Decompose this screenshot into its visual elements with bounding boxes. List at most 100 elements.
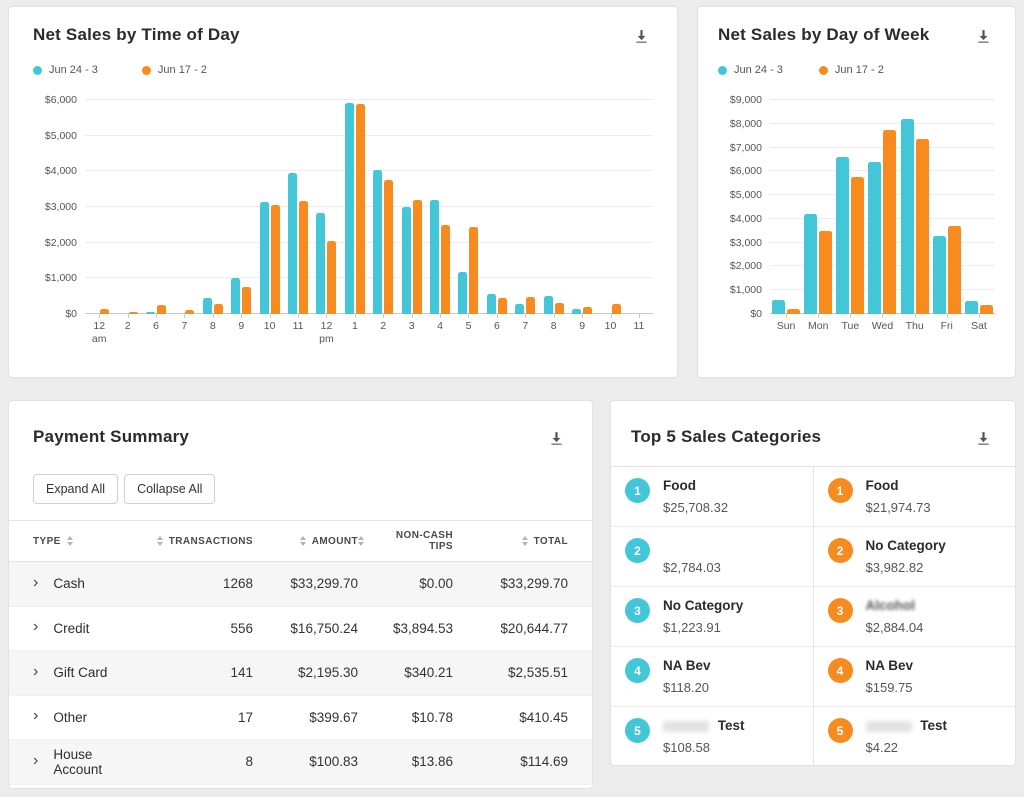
column-header-transactions[interactable]: TRANSACTIONS <box>143 536 253 547</box>
gridline: $0 <box>65 308 653 320</box>
download-button[interactable] <box>545 427 568 450</box>
category-item: 3 No Category $1,223.91 <box>611 587 813 647</box>
y-axis-label: $5,000 <box>729 189 762 202</box>
bar-group <box>899 119 931 314</box>
category-amount: $159.75 <box>865 680 913 695</box>
category-amount: $3,982.82 <box>865 560 924 575</box>
y-axis-label: $9,000 <box>729 94 762 106</box>
table-row[interactable]: › Gift Card 141 $2,195.30 $340.21 $2,535.51 <box>9 651 592 696</box>
bar-series-1 <box>964 300 978 314</box>
bar-series-1 <box>868 161 882 314</box>
x-axis-label: 12 pm <box>312 314 340 346</box>
download-icon <box>978 432 989 445</box>
table-row[interactable]: › Other 17 $399.67 $10.78 $410.45 <box>9 696 592 740</box>
category-amount: $25,708.32 <box>663 500 729 515</box>
expand-chevron-icon[interactable]: › <box>33 618 39 636</box>
x-axis-label: 12 am <box>85 314 113 346</box>
x-axis-label: 3 <box>397 314 425 346</box>
categories-column-left: 1 Food $25,708.32 2 $2,784.03 3 No Category $1,… <box>611 467 814 767</box>
bar-series-2 <box>270 205 280 314</box>
bar-series-2 <box>979 304 993 314</box>
x-axis-label: 10 <box>255 314 283 346</box>
sort-icon[interactable] <box>521 536 528 546</box>
table-cell: 8 <box>245 754 253 770</box>
legend-item-series2[interactable]: Jun 17 - 2 <box>818 64 884 76</box>
payment-table-header: TYPE TRANSACTIONS AMOUNT NON-CASH TIPS TOTAL <box>9 520 592 562</box>
collapse-all-button[interactable]: Collapse All <box>124 474 216 504</box>
download-button[interactable] <box>972 427 995 450</box>
bar-series-2 <box>497 297 507 314</box>
sort-up-icon <box>358 536 364 540</box>
legend-item-series2[interactable]: Jun 17 - 2 <box>141 64 207 76</box>
table-row[interactable]: › Cash 1268 $33,299.70 $0.00 $33,299.70 <box>9 562 592 607</box>
rank-badge: 4 <box>625 658 650 683</box>
expand-chevron-icon[interactable]: › <box>33 662 39 680</box>
column-header-total[interactable]: TOTAL <box>453 536 568 547</box>
expand-all-button[interactable]: Expand All <box>33 474 119 504</box>
bar-group <box>454 226 482 314</box>
category-item: 4 NA Bev $159.75 <box>813 647 1015 707</box>
sort-down-icon <box>358 542 364 546</box>
bar-series-1 <box>572 309 582 314</box>
column-header-type[interactable]: TYPE <box>33 536 143 547</box>
category-label: No Category <box>865 538 946 553</box>
gridline: $7,000 <box>730 142 995 154</box>
legend-label: Jun 17 - 2 <box>834 64 884 76</box>
table-cell: 556 <box>230 620 253 636</box>
bar-group <box>426 199 454 314</box>
table-cell: 1268 <box>222 576 253 592</box>
bar-group <box>963 300 995 314</box>
bar-series-2 <box>611 304 621 314</box>
gridline: $3,000 <box>45 201 653 213</box>
category-content: NA Bev $118.20 <box>663 657 711 695</box>
download-button[interactable] <box>972 25 995 48</box>
legend-item-series1[interactable]: Jun 24 - 3 <box>33 64 98 76</box>
bar-group <box>312 213 340 314</box>
download-icon <box>636 30 647 43</box>
table-row[interactable]: › Credit 556 $16,750.24 $3,894.53 $20,644.77 <box>9 607 592 651</box>
bar-series-1 <box>344 102 354 314</box>
sort-icon[interactable] <box>358 536 364 546</box>
bar-series-1 <box>458 271 468 314</box>
y-axis-label: $4,000 <box>44 165 77 178</box>
sort-icon[interactable] <box>66 536 73 546</box>
column-header-label: TOTAL <box>533 535 568 547</box>
x-axis-label: 7 <box>511 314 539 346</box>
gridline: $0 <box>750 308 995 320</box>
sort-icon[interactable] <box>156 536 163 546</box>
rank-badge: 3 <box>827 598 853 623</box>
table-row[interactable]: › House Account 8 $100.83 $13.86 $114.69 <box>9 740 592 785</box>
card-header: Payment Summary <box>33 427 568 450</box>
column-header-non-cash-tips[interactable]: NON-CASH TIPS <box>358 530 453 552</box>
column-header-label: TYPE <box>33 535 61 547</box>
expand-chevron-icon[interactable]: › <box>33 573 39 591</box>
download-button[interactable] <box>630 25 653 48</box>
sort-up-icon <box>156 536 163 540</box>
expand-chevron-icon[interactable]: › <box>33 707 39 725</box>
payment-summary-top: Payment Summary Expand All Collapse All <box>9 401 592 504</box>
category-item: 1 Food $21,974.73 <box>813 467 1015 527</box>
bar-series-2 <box>327 240 337 314</box>
download-icon <box>551 432 562 445</box>
column-header-amount[interactable]: AMOUNT <box>253 536 358 547</box>
x-axis-label: 6 <box>142 314 170 346</box>
category-item: 4 NA Bev $118.20 <box>611 647 813 707</box>
bar-series-2 <box>441 224 451 314</box>
legend-item-series1[interactable]: Jun 24 - 3 <box>718 64 783 76</box>
gridline: $1,000 <box>45 272 653 284</box>
bar-series-1 <box>231 278 241 314</box>
bar-groups <box>770 100 995 314</box>
bar-series-2 <box>915 139 929 314</box>
y-axis-label: $3,000 <box>44 201 77 213</box>
x-axis-label: Sat <box>963 314 995 333</box>
x-axis-label: 6 <box>483 314 511 346</box>
sort-icon[interactable] <box>299 536 306 546</box>
expand-chevron-icon[interactable]: › <box>33 751 39 769</box>
table-cell: $410.45 <box>519 709 568 725</box>
bar-group <box>931 226 963 314</box>
category-amount: $1,223.91 <box>663 620 721 635</box>
bar-series-2 <box>554 303 564 314</box>
bar-series-2 <box>412 199 422 314</box>
payment-table-body: › Cash 1268 $33,299.70 $0.00 $33,299.70 › Credi… <box>9 562 592 785</box>
bar-groups <box>85 100 653 314</box>
